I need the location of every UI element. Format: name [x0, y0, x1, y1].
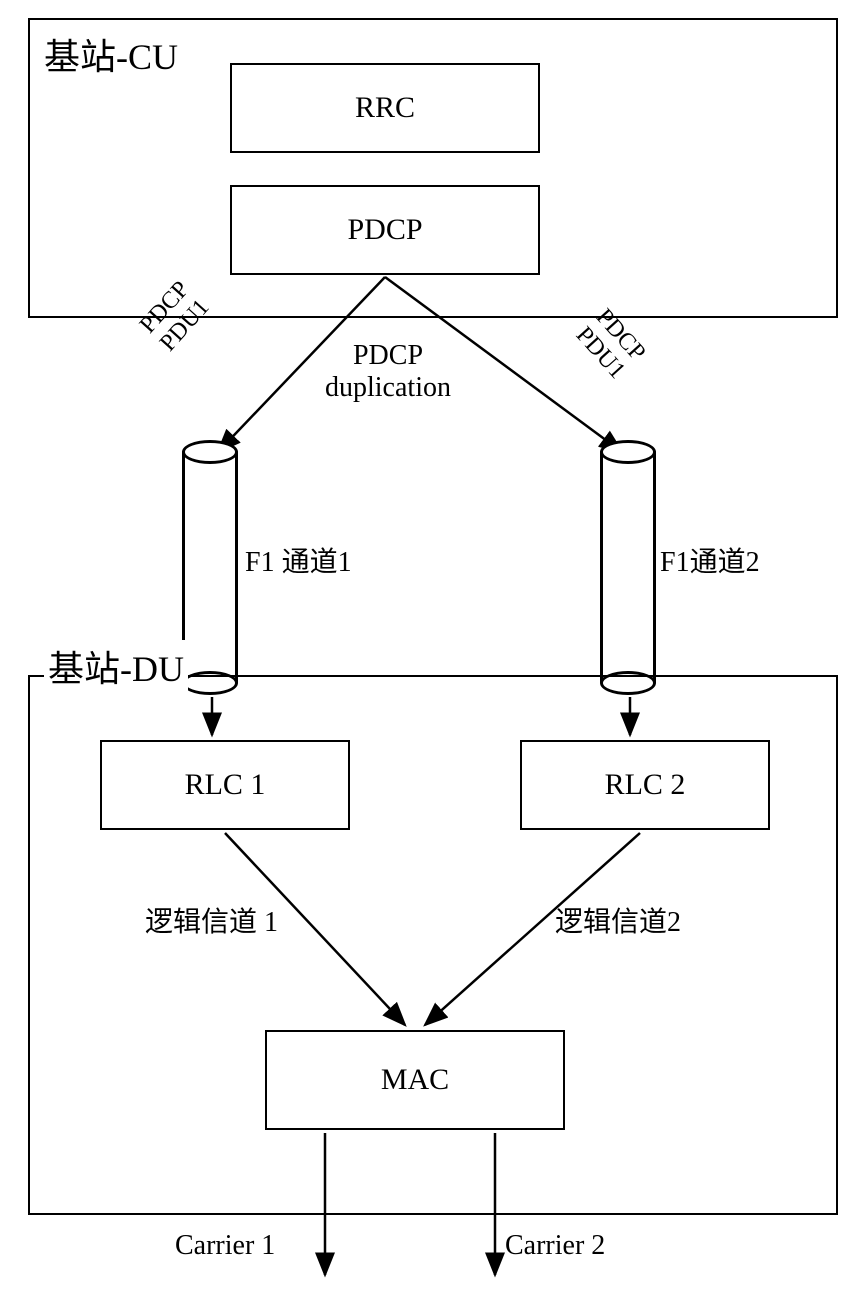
rlc1-label: RLC 1 [185, 768, 266, 802]
carrier2-label: Carrier 2 [505, 1230, 605, 1262]
logic-channel1-label: 逻辑信道 1 [145, 900, 278, 940]
pdcp-duplication-label: PDCP duplication [325, 340, 451, 404]
du-title: 基站-DU [44, 640, 188, 692]
logic-channel2-label: 逻辑信道2 [555, 900, 681, 940]
rlc1-box: RLC 1 [100, 740, 350, 830]
rrc-label: RRC [355, 91, 415, 125]
f1-tunnel-2 [600, 440, 660, 695]
rlc2-box: RLC 2 [520, 740, 770, 830]
cu-title: 基站-CU [44, 28, 178, 80]
f1-tunnel-1 [182, 440, 242, 695]
rrc-box: RRC [230, 63, 540, 153]
mac-label: MAC [381, 1063, 449, 1097]
carrier1-label: Carrier 1 [175, 1230, 275, 1262]
diagram-container: 基站-CU RRC PDCP 基站-DU RLC 1 RLC 2 MAC PDC… [0, 0, 866, 1293]
f1-channel2-label: F1通道2 [660, 540, 760, 580]
rlc2-label: RLC 2 [605, 768, 686, 802]
pdcp-box: PDCP [230, 185, 540, 275]
mac-box: MAC [265, 1030, 565, 1130]
pdcp-label: PDCP [347, 213, 422, 247]
f1-channel1-label: F1 通道1 [245, 540, 352, 580]
